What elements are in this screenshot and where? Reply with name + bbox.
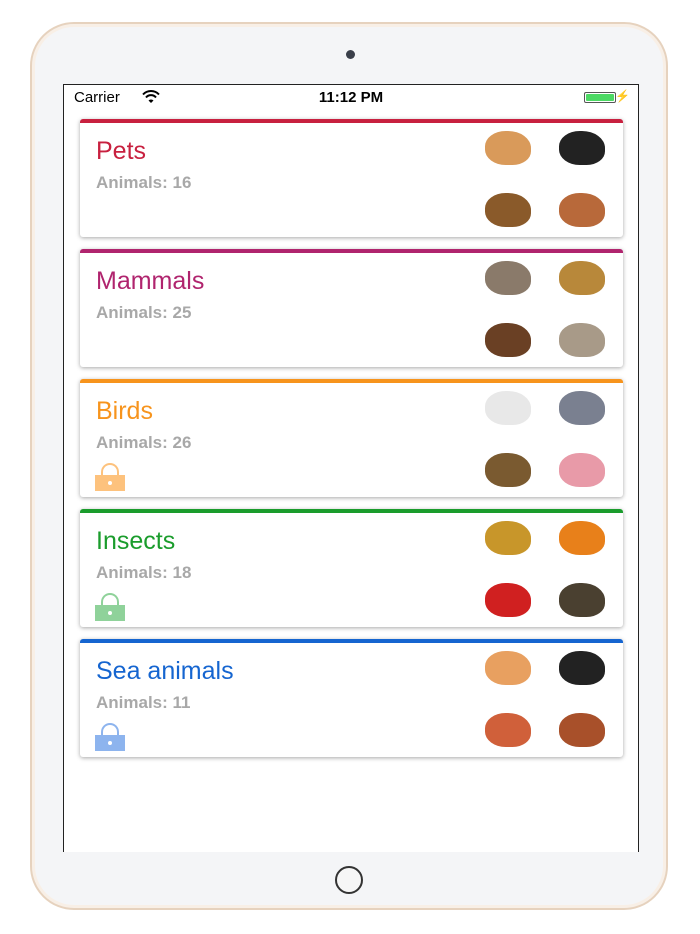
penguin-icon: [552, 643, 612, 693]
animal-count: Animals: 25: [96, 303, 192, 322]
category-title: Mammals: [96, 267, 205, 295]
home-button[interactable]: [335, 866, 363, 894]
pigeon-icon: [552, 383, 612, 433]
animal-count: Animals: 16: [96, 173, 192, 192]
screen: Carrier 11:12 PM ⚡ Pets Animals: 16 Mamma…: [63, 84, 639, 852]
category-title: Insects: [96, 527, 176, 555]
lock-icon: [95, 463, 125, 491]
lock-icon: [95, 593, 125, 621]
wifi-icon: [142, 90, 160, 103]
animal-count: Animals: 18: [96, 563, 192, 582]
lock-icon: [95, 723, 125, 751]
rabbit-icon: [552, 315, 612, 365]
category-title: Pets: [96, 137, 147, 165]
category-card-birds[interactable]: Birds Animals: 26: [80, 379, 623, 497]
owl-icon: [478, 445, 538, 495]
octopus-icon: [478, 705, 538, 755]
category-card-mammals[interactable]: Mammals Animals: 25: [80, 249, 623, 367]
bee-icon: [478, 513, 538, 563]
goat-icon: [552, 185, 612, 235]
category-card-sea-animals[interactable]: Sea animals Animals: 11: [80, 639, 623, 757]
category-title: Birds: [96, 397, 153, 425]
butterfly-icon: [552, 513, 612, 563]
battery-icon: [584, 92, 616, 103]
hedgehog-icon: [478, 253, 538, 303]
spider-icon: [552, 575, 612, 625]
ladybug-icon: [478, 575, 538, 625]
starfish-icon: [478, 643, 538, 693]
animal-count: Animals: 11: [96, 693, 191, 712]
animal-count: Animals: 26: [96, 433, 192, 452]
charging-icon: ⚡: [615, 89, 630, 103]
category-card-pets[interactable]: Pets Animals: 16: [80, 119, 623, 237]
dog-icon: [552, 123, 612, 173]
category-card-insects[interactable]: Insects Animals: 18: [80, 509, 623, 627]
camera-icon: [346, 50, 355, 59]
crab-icon: [552, 705, 612, 755]
carrier-label: Carrier: [74, 89, 120, 106]
clock: 11:12 PM: [318, 89, 384, 106]
category-title: Sea animals: [96, 657, 234, 685]
status-bar: Carrier 11:12 PM ⚡: [64, 85, 638, 109]
flamingo-icon: [552, 445, 612, 495]
chicken-icon: [478, 185, 538, 235]
swan-icon: [478, 383, 538, 433]
cat-icon: [478, 123, 538, 173]
lion-icon: [552, 253, 612, 303]
bear-icon: [478, 315, 538, 365]
